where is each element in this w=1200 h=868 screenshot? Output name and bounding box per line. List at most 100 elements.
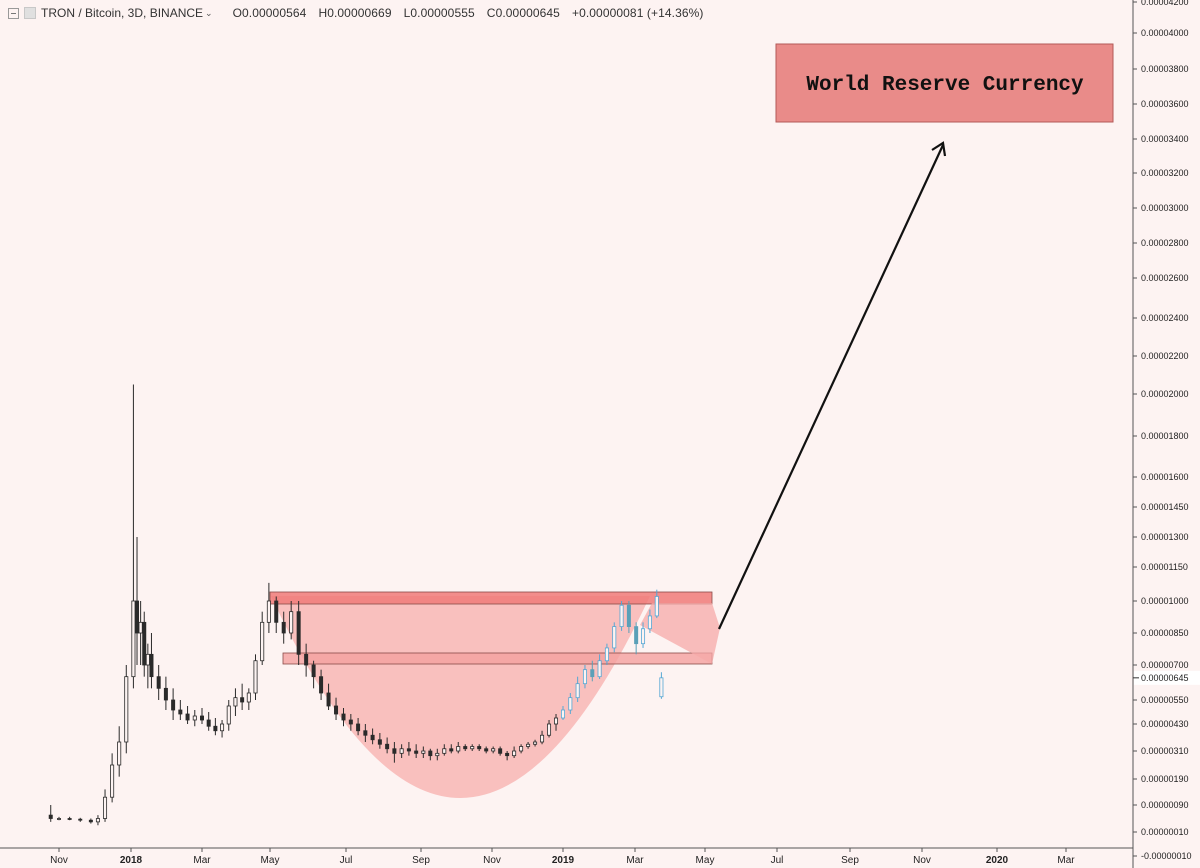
candle-body[interactable] [533,741,538,745]
candle-body[interactable] [385,743,390,750]
projection-arrow-line[interactable] [718,144,944,630]
candle-body[interactable] [289,611,294,634]
candle-body[interactable] [399,748,404,754]
candle-body[interactable] [612,626,617,649]
candle-body[interactable] [78,818,83,821]
candle-body[interactable] [654,596,659,617]
candle-body[interactable] [326,692,331,707]
candle-body[interactable] [266,600,271,623]
candle-body[interactable] [456,746,461,752]
candle-body[interactable] [260,621,265,662]
candle-body[interactable] [171,699,176,711]
cup-shape[interactable] [271,596,650,798]
candle-body[interactable] [590,669,595,678]
chevron-down-icon[interactable]: ⌄ [205,7,213,18]
candle-body[interactable] [138,621,143,634]
candle-body[interactable] [356,723,361,732]
candle-body[interactable] [604,647,609,662]
candle-body[interactable] [619,604,624,627]
candle-body[interactable] [145,653,150,666]
candle-body[interactable] [554,717,559,725]
callout-box[interactable] [775,43,1114,123]
candle-body[interactable] [220,723,225,732]
candle-body[interactable] [348,719,353,725]
candle-body[interactable] [449,748,454,752]
candle-body[interactable] [192,715,197,721]
candle-body[interactable] [582,669,587,685]
candle-body[interactable] [414,750,419,754]
resistance-zone-top[interactable] [269,591,713,605]
candle-body[interactable] [568,697,573,711]
collapse-icon[interactable] [8,7,19,19]
candle-body[interactable] [647,615,652,630]
candle-body[interactable] [117,741,122,766]
candle-body[interactable] [477,746,482,750]
candle-body[interactable] [142,621,147,666]
candle-body[interactable] [253,660,258,694]
candle-body[interactable] [392,748,397,754]
candle-body[interactable] [131,600,136,678]
candle-body[interactable] [319,676,324,694]
candle-body[interactable] [103,796,108,819]
candle-body[interactable] [156,676,161,689]
candle-body[interactable] [597,660,602,678]
candle-body[interactable] [149,653,154,678]
support-zone[interactable] [282,652,713,665]
candle-body[interactable] [213,725,218,732]
candle-body[interactable] [233,697,238,707]
candle-body[interactable] [634,626,639,645]
candle-body[interactable] [341,713,346,721]
candle-body[interactable] [206,719,211,727]
candle-body[interactable] [281,621,286,634]
time-axis[interactable]: Nov 2018 Mar May Jul Sep Nov 2019 Mar May Jul Sep No… [0,847,1133,866]
candle-body[interactable] [428,750,433,757]
candle-body[interactable] [88,819,93,823]
candle-body[interactable] [178,709,183,715]
candle-body[interactable] [540,734,545,743]
candle-body[interactable] [626,604,631,627]
candle-body[interactable] [435,752,440,757]
candle-body[interactable] [505,752,510,757]
candle-body[interactable] [421,750,426,754]
candle-body[interactable] [526,743,531,747]
candle-body[interactable] [561,709,566,719]
candle-body[interactable] [124,676,129,743]
candle-body[interactable] [512,750,517,757]
candle-body[interactable] [240,697,245,703]
candle-body[interactable] [67,818,72,820]
candle-body[interactable] [57,818,62,820]
candle-body[interactable] [185,713,190,721]
candle-body[interactable] [110,764,115,798]
candle-body[interactable] [95,818,100,823]
candle-body[interactable] [491,748,496,752]
candle-body[interactable] [442,748,447,754]
candle-body[interactable] [363,730,368,736]
candle-body[interactable] [575,683,580,699]
price-axis[interactable]: 0.00004200 0.00004000 0.00003800 0.00003600… [1132,0,1200,868]
candle-body[interactable] [311,664,316,678]
candle-body[interactable] [226,705,231,725]
candle-body[interactable] [377,739,382,745]
candle-body[interactable] [296,611,301,655]
candle-body[interactable] [135,600,140,634]
candle-body[interactable] [370,734,375,741]
candle-body[interactable] [547,723,552,736]
symbol-title[interactable]: TRON / Bitcoin, 3D, BINANCE [41,6,204,20]
candle-body[interactable] [484,748,489,752]
chart-header: TRON / Bitcoin, 3D, BINANCE ⌄ O0.0000056… [8,4,716,22]
candle-body[interactable] [641,628,646,645]
candle-body[interactable] [163,687,168,701]
candle-body[interactable] [659,677,664,698]
candle-body[interactable] [498,748,503,754]
candle-body[interactable] [274,600,279,623]
candle-body[interactable] [406,748,411,752]
candle-body[interactable] [463,746,468,750]
candle-body[interactable] [470,746,475,750]
candle-body[interactable] [519,746,524,752]
candle-body[interactable] [246,692,251,703]
candle-body[interactable] [48,814,53,819]
candle-body[interactable] [334,705,339,715]
candle-body[interactable] [199,715,204,721]
candle-body[interactable] [304,653,309,666]
